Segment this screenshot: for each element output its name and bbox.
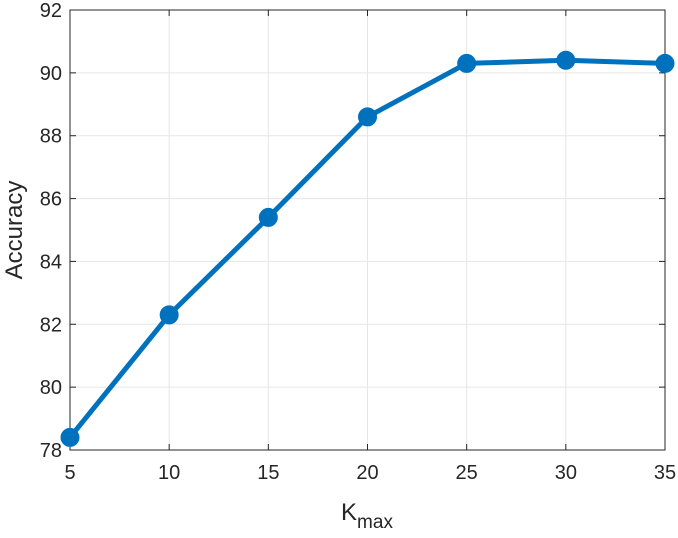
tick-marks — [69, 9, 666, 451]
y-tick-label: 86 — [40, 189, 62, 211]
data-point — [457, 53, 477, 73]
y-tick-labels: 78 80 82 84 86 88 90 92 — [40, 0, 62, 462]
data-point — [258, 207, 278, 227]
y-tick-label: 90 — [40, 63, 62, 85]
x-tick-label: 5 — [64, 462, 75, 484]
data-point — [60, 427, 80, 447]
y-tick-label: 80 — [40, 377, 62, 399]
x-tick-label: 10 — [158, 462, 180, 484]
x-tick-label: 35 — [654, 462, 676, 484]
data-point — [556, 50, 576, 70]
y-tick-label: 84 — [40, 251, 62, 273]
series-group — [60, 50, 675, 447]
data-point — [159, 305, 179, 325]
data-point — [655, 53, 675, 73]
y-tick-label: 92 — [40, 0, 62, 22]
y-tick-label: 88 — [40, 126, 62, 148]
x-tick-label: 15 — [257, 462, 279, 484]
x-tick-label: 25 — [456, 462, 478, 484]
y-tick-label: 78 — [40, 440, 62, 462]
y-axis-label: Accuracy — [1, 181, 28, 280]
x-axis-label: Kmax — [341, 499, 393, 533]
x-tick-labels: 5 10 15 20 25 30 35 — [64, 462, 676, 484]
y-tick-label: 82 — [40, 314, 62, 336]
data-point — [358, 107, 377, 127]
x-tick-label: 20 — [356, 462, 378, 484]
x-tick-label: 30 — [555, 462, 577, 484]
